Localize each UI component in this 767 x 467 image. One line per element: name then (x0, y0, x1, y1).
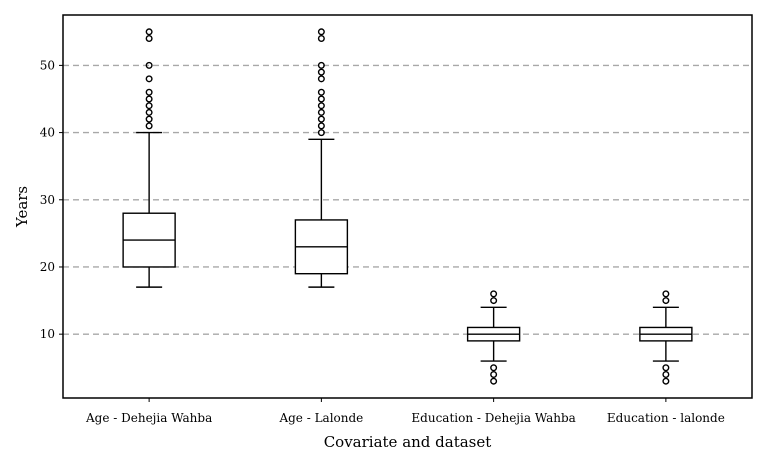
y-tick-label: 50 (40, 58, 55, 72)
gridlines (63, 64, 752, 335)
outlier-point (145, 122, 153, 130)
boxes (122, 28, 693, 385)
y-tick-label: 30 (40, 193, 55, 207)
outlier-point (662, 364, 670, 372)
outlier-point (317, 129, 325, 137)
outlier-point (490, 364, 498, 372)
outlier-point (145, 115, 153, 123)
outlier-point (317, 28, 325, 36)
outlier-point (145, 95, 153, 103)
outlier-point (317, 95, 325, 103)
outlier-point (317, 88, 325, 96)
outlier-point (317, 68, 325, 76)
outlier-point (490, 297, 498, 305)
plot-frame (62, 14, 753, 399)
outlier-point (490, 377, 498, 385)
outlier-point (317, 35, 325, 43)
outlier-point (145, 75, 153, 83)
x-tick-label: Age - Lalonde (278, 411, 363, 425)
outlier-point (662, 290, 670, 298)
y-axis-ticks: 10 20 30 40 50 (40, 58, 63, 341)
box-group (122, 28, 176, 288)
box-group (294, 28, 349, 288)
outlier-point (317, 122, 325, 130)
outlier-point (490, 290, 498, 298)
y-tick-label: 40 (40, 126, 55, 140)
y-tick-label: 20 (40, 260, 55, 274)
x-tick-label: Education - Dehejia Wahba (411, 411, 575, 425)
x-axis-title: Covariate and dataset (324, 433, 492, 451)
x-tick-label: Age - Dehejia Wahba (85, 411, 212, 425)
outlier-point (490, 370, 498, 378)
outlier-point (145, 88, 153, 96)
outlier-point (317, 75, 325, 83)
outlier-point (662, 377, 670, 385)
y-axis-title: Years (13, 186, 31, 228)
y-tick-label: 10 (40, 327, 55, 341)
outlier-point (317, 102, 325, 110)
outlier-point (145, 108, 153, 116)
outlier-point (317, 108, 325, 116)
x-tick-label: Education - lalonde (607, 411, 725, 425)
x-axis-ticks: Age - Dehejia Wahba Age - Lalonde Educatio… (85, 398, 725, 425)
outlier-point (145, 28, 153, 36)
outlier-point (317, 61, 325, 69)
outlier-point (662, 297, 670, 305)
box-group (639, 290, 693, 385)
outlier-point (317, 115, 325, 123)
outlier-point (662, 370, 670, 378)
outlier-point (145, 61, 153, 69)
box-group (466, 290, 521, 385)
outlier-point (145, 102, 153, 110)
outlier-point (145, 35, 153, 43)
